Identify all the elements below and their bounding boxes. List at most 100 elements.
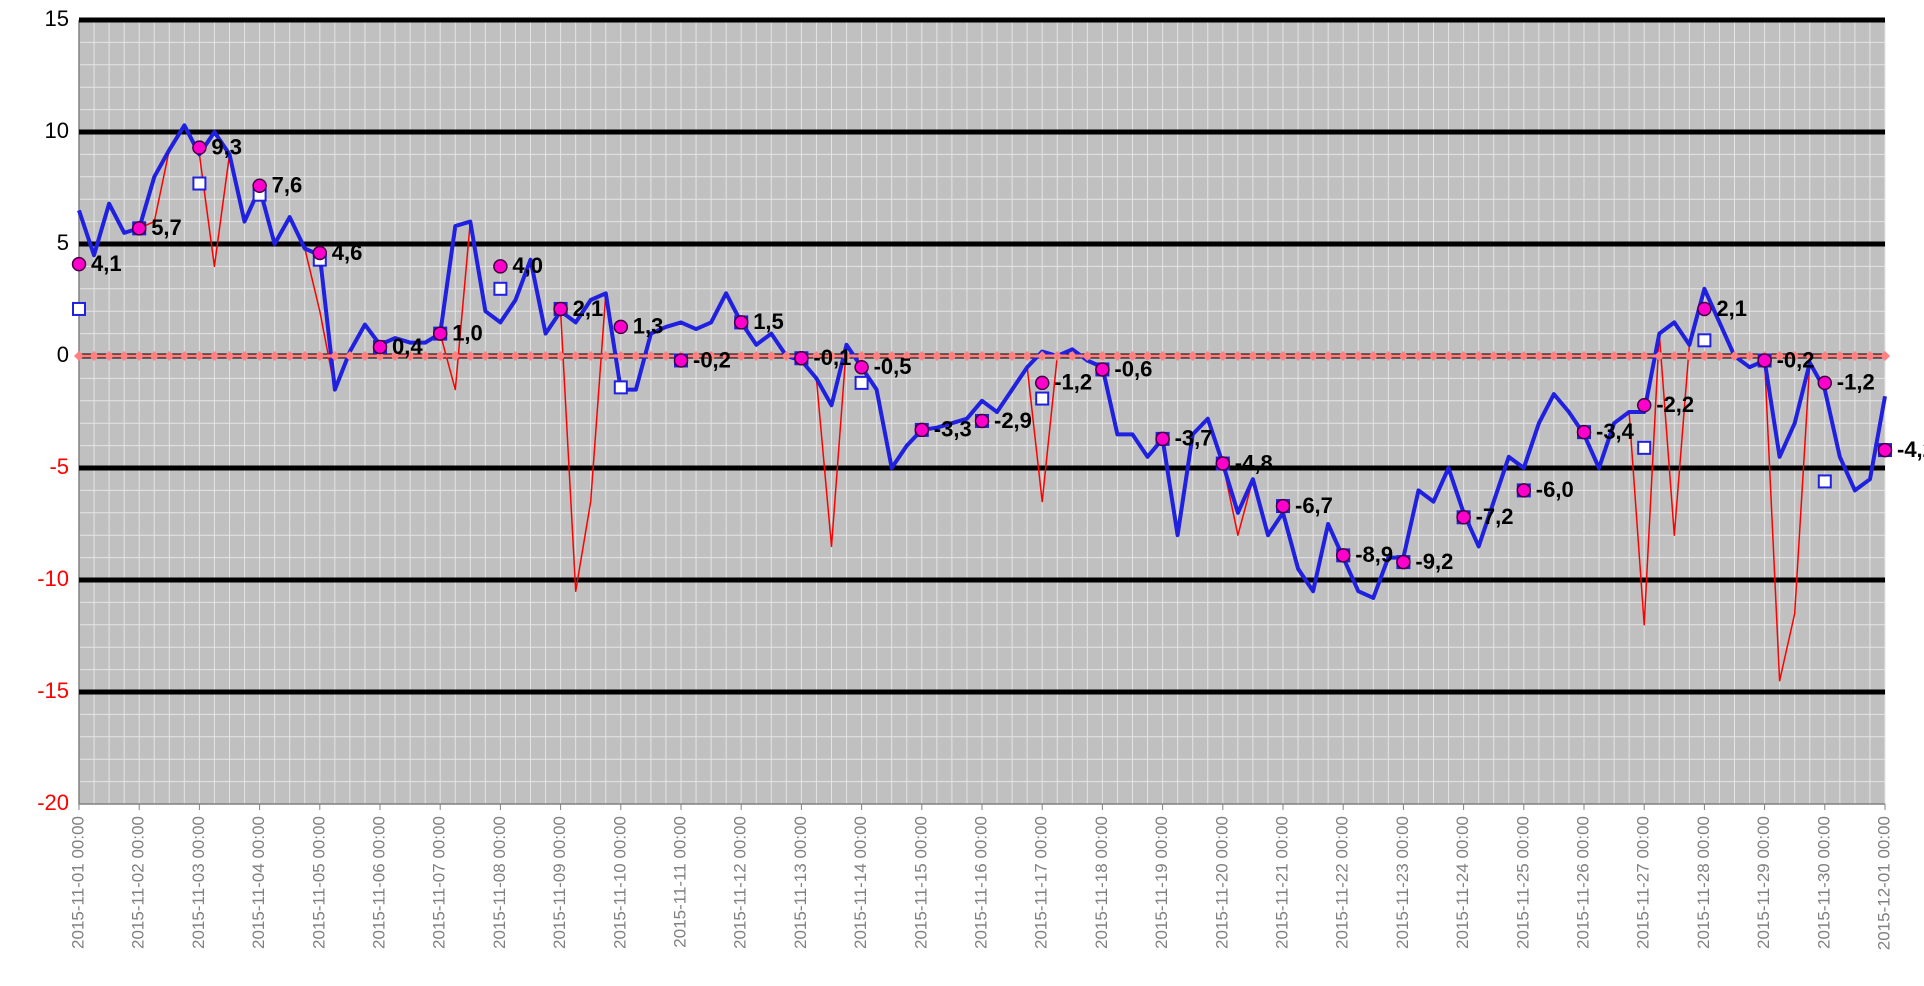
square-marker [854,375,869,390]
diamond-marker [1639,351,1650,361]
diamond-marker [1127,351,1138,361]
diamond-marker [931,351,942,361]
x-tick-label: 2015-11-28 00:00 [1694,816,1713,949]
y-tick-label: -5 [49,454,69,479]
data-label: -3,3 [934,417,972,442]
data-label: 0,4 [392,334,423,359]
circle-marker [312,245,328,261]
diamond-marker [630,351,641,361]
diamond-marker [1804,351,1815,361]
diamond-marker [284,351,295,361]
diamond-marker [164,351,175,361]
diamond-marker [329,351,340,361]
circle-marker [1034,375,1050,391]
x-tick-label: 2015-11-24 00:00 [1453,816,1472,949]
x-tick-label: 2015-11-16 00:00 [971,816,990,949]
diamond-marker [1172,351,1183,361]
x-tick-label: 2015-11-15 00:00 [911,816,930,949]
square-marker [72,301,86,316]
diamond-marker [1052,351,1063,361]
diamond-marker [1308,351,1319,361]
data-label: -8,9 [1355,542,1393,567]
data-label: -4,2 [1897,437,1924,462]
diamond-marker [1202,351,1213,361]
diamond-marker [691,351,702,361]
circle-marker [553,301,568,317]
circle-marker [1817,375,1833,391]
data-label: -7,2 [1476,504,1514,529]
diamond-marker [856,351,867,361]
diamond-marker [1563,351,1574,361]
square-marker [1035,391,1050,406]
diamond-marker [239,351,250,361]
y-tick-label: 10 [45,118,69,143]
diamond-marker [89,351,100,361]
x-tick-label: 2015-11-03 00:00 [189,816,208,949]
square-marker [1817,474,1832,489]
circle-marker [1396,554,1411,570]
diamond-marker [706,351,717,361]
diamond-marker [1262,351,1273,361]
diamond-marker [1548,351,1559,361]
circle-marker [493,259,508,274]
diamond-marker [871,351,882,361]
data-label: 4,1 [91,251,122,276]
diamond-marker [314,351,325,361]
diamond-marker [344,351,355,361]
circle-marker [71,256,87,272]
y-tick-label: -15 [37,678,69,703]
diamond-marker [269,351,280,361]
diamond-marker [1774,351,1785,361]
x-tick-label: 2015-11-14 00:00 [851,816,870,949]
x-tick-label: 2015-11-23 00:00 [1393,816,1412,949]
circle-marker [1757,353,1772,368]
diamond-marker [1443,351,1454,361]
diamond-marker [1458,351,1469,361]
circle-marker [1516,483,1532,498]
x-tick-label: 2015-11-02 00:00 [129,816,148,949]
diamond-marker [1579,351,1589,361]
data-label: -0,2 [693,347,731,372]
diamond-marker [1488,351,1499,361]
diamond-marker [1609,351,1620,361]
diamond-marker [1022,351,1033,361]
data-label: -0,5 [874,354,912,379]
diamond-marker [1247,351,1258,361]
x-tick-label: 2015-11-08 00:00 [490,816,509,949]
diamond-marker [585,351,596,361]
square-marker [192,176,207,191]
diamond-marker [555,351,566,361]
diamond-marker [209,351,220,361]
diamond-marker [1112,351,1123,361]
circle-marker [192,140,207,155]
x-tick-label: 2015-11-19 00:00 [1152,816,1171,949]
diamond-marker [721,351,732,361]
square-marker [613,380,628,395]
diamond-marker [149,351,160,361]
data-label: -6,0 [1536,477,1574,502]
x-tick-label: 2015-11-18 00:00 [1092,816,1111,949]
diamond-marker [1338,351,1349,361]
circle-marker [252,178,267,194]
diamond-marker [901,351,912,361]
diamond-marker [977,351,987,361]
circle-marker [1636,398,1652,413]
data-label: -4,8 [1235,450,1273,475]
diamond-marker [1849,351,1860,361]
x-tick-label: 2015-11-05 00:00 [309,816,328,949]
diamond-marker [766,351,777,361]
diamond-marker [645,351,656,361]
diamond-marker [359,351,370,361]
data-label: 4,0 [512,253,543,278]
diamond-marker [74,351,84,361]
x-tick-label: 2015-11-10 00:00 [610,816,629,949]
data-label: -0,2 [1777,347,1815,372]
diamond-marker [1684,351,1695,361]
diamond-marker [1142,351,1153,361]
data-label: 1,3 [633,314,664,339]
diamond-marker [1834,351,1845,361]
data-label: 2,1 [573,296,604,321]
circle-marker [1275,498,1291,514]
diamond-marker [450,351,461,361]
